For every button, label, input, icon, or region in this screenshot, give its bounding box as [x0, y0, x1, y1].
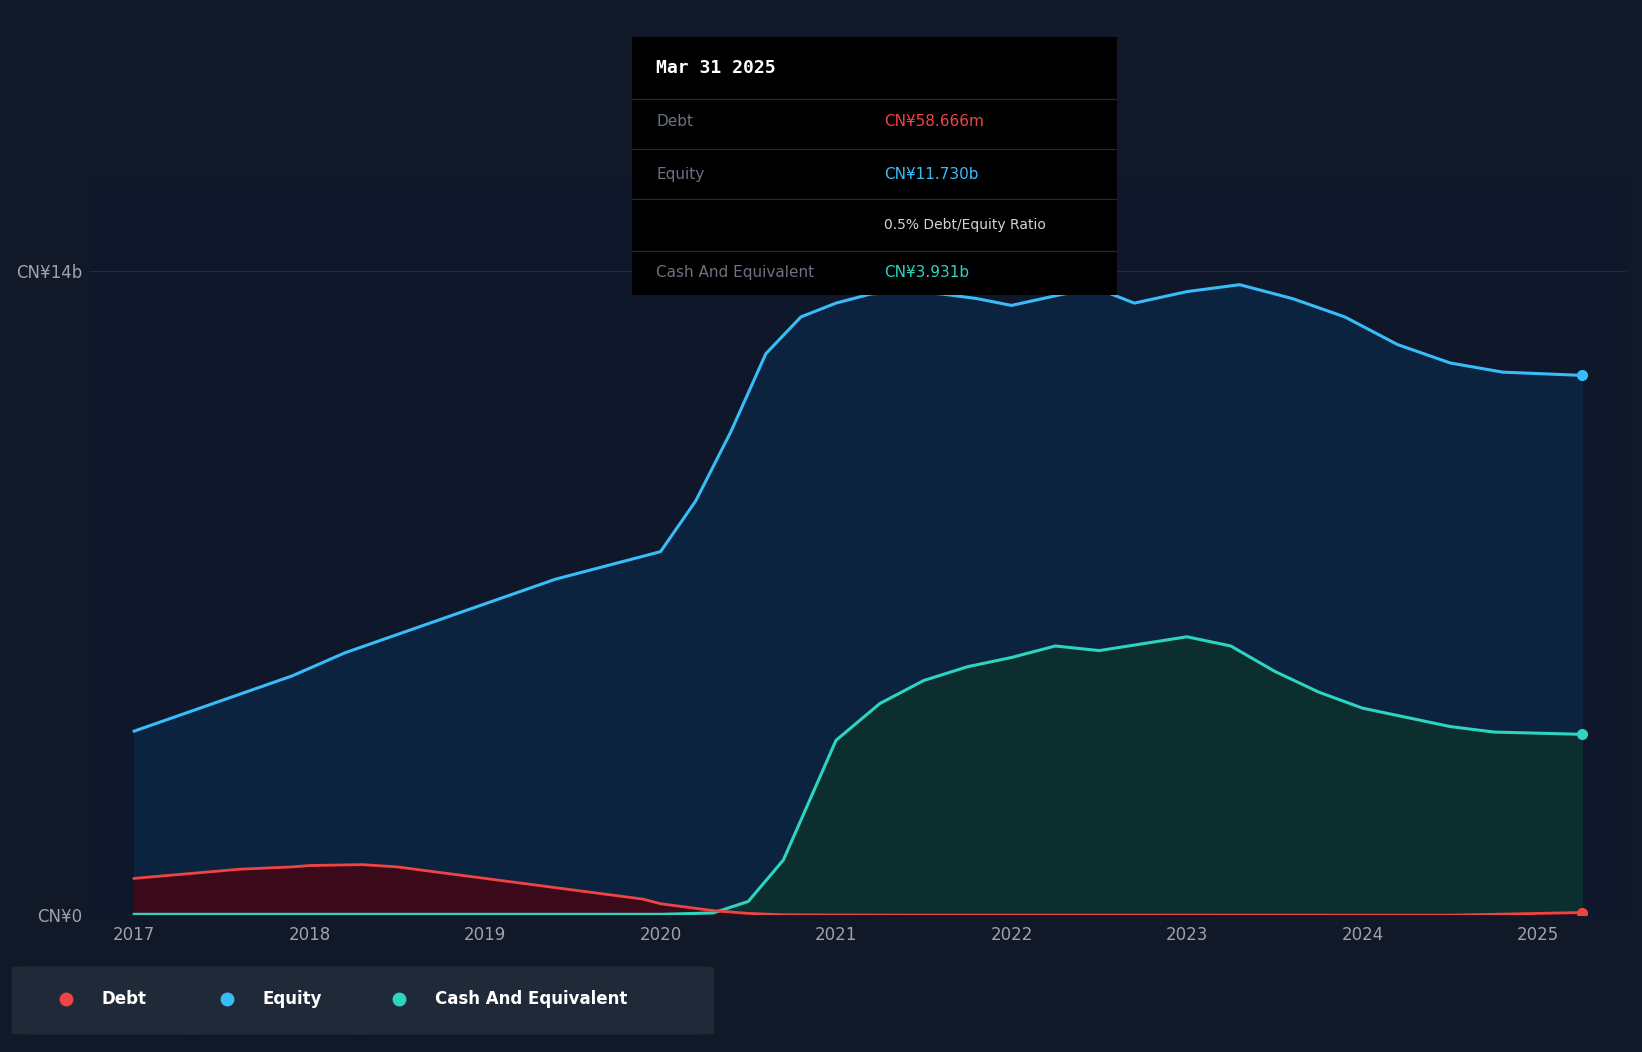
Text: Cash And Equivalent: Cash And Equivalent: [657, 265, 814, 280]
Text: Mar 31 2025: Mar 31 2025: [657, 59, 777, 77]
Text: Debt: Debt: [102, 990, 146, 1009]
Text: Debt: Debt: [657, 115, 693, 129]
Text: CN¥3.931b: CN¥3.931b: [883, 265, 969, 280]
Text: CN¥58.666m: CN¥58.666m: [883, 115, 984, 129]
FancyBboxPatch shape: [172, 966, 378, 1035]
FancyBboxPatch shape: [11, 966, 205, 1035]
FancyBboxPatch shape: [345, 966, 714, 1035]
Text: 0.5% Debt/Equity Ratio: 0.5% Debt/Equity Ratio: [883, 218, 1046, 232]
Text: CN¥11.730b: CN¥11.730b: [883, 167, 979, 182]
Text: Equity: Equity: [657, 167, 704, 182]
Text: Equity: Equity: [263, 990, 322, 1009]
Text: Cash And Equivalent: Cash And Equivalent: [435, 990, 627, 1009]
